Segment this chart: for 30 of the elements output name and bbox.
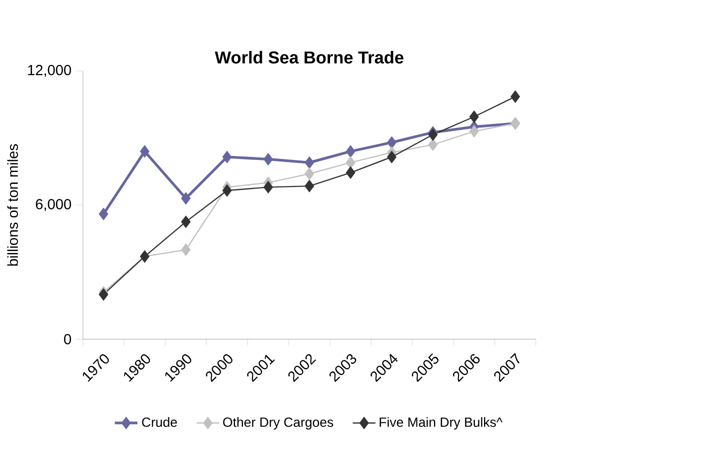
point	[304, 168, 314, 180]
point	[304, 180, 314, 192]
point	[510, 90, 520, 103]
point	[98, 288, 108, 301]
point	[181, 244, 191, 256]
point	[428, 138, 438, 151]
point	[140, 145, 150, 158]
legend-label: Five Main Dry Bulks^	[380, 417, 503, 430]
point	[181, 216, 191, 228]
legend-label: Crude	[142, 417, 177, 427]
point	[263, 152, 273, 166]
point	[346, 156, 356, 169]
y-tick-label: 0	[64, 334, 72, 344]
point	[387, 136, 396, 149]
point	[222, 184, 232, 197]
y-tick-label: 12,000	[28, 64, 72, 77]
point	[346, 145, 356, 158]
point	[469, 125, 479, 138]
point	[304, 156, 314, 169]
point	[263, 180, 273, 194]
point	[387, 150, 396, 164]
point	[222, 150, 232, 164]
point	[469, 110, 479, 123]
y-axis-title: billions of ton miles	[7, 144, 18, 266]
point	[181, 192, 191, 205]
point	[98, 208, 108, 220]
point	[346, 166, 356, 179]
y-tick-label: 6,000	[36, 199, 72, 212]
legend-label: Other Dry Cargoes	[223, 417, 334, 430]
chart-title: World Sea Borne Trade	[214, 50, 404, 64]
